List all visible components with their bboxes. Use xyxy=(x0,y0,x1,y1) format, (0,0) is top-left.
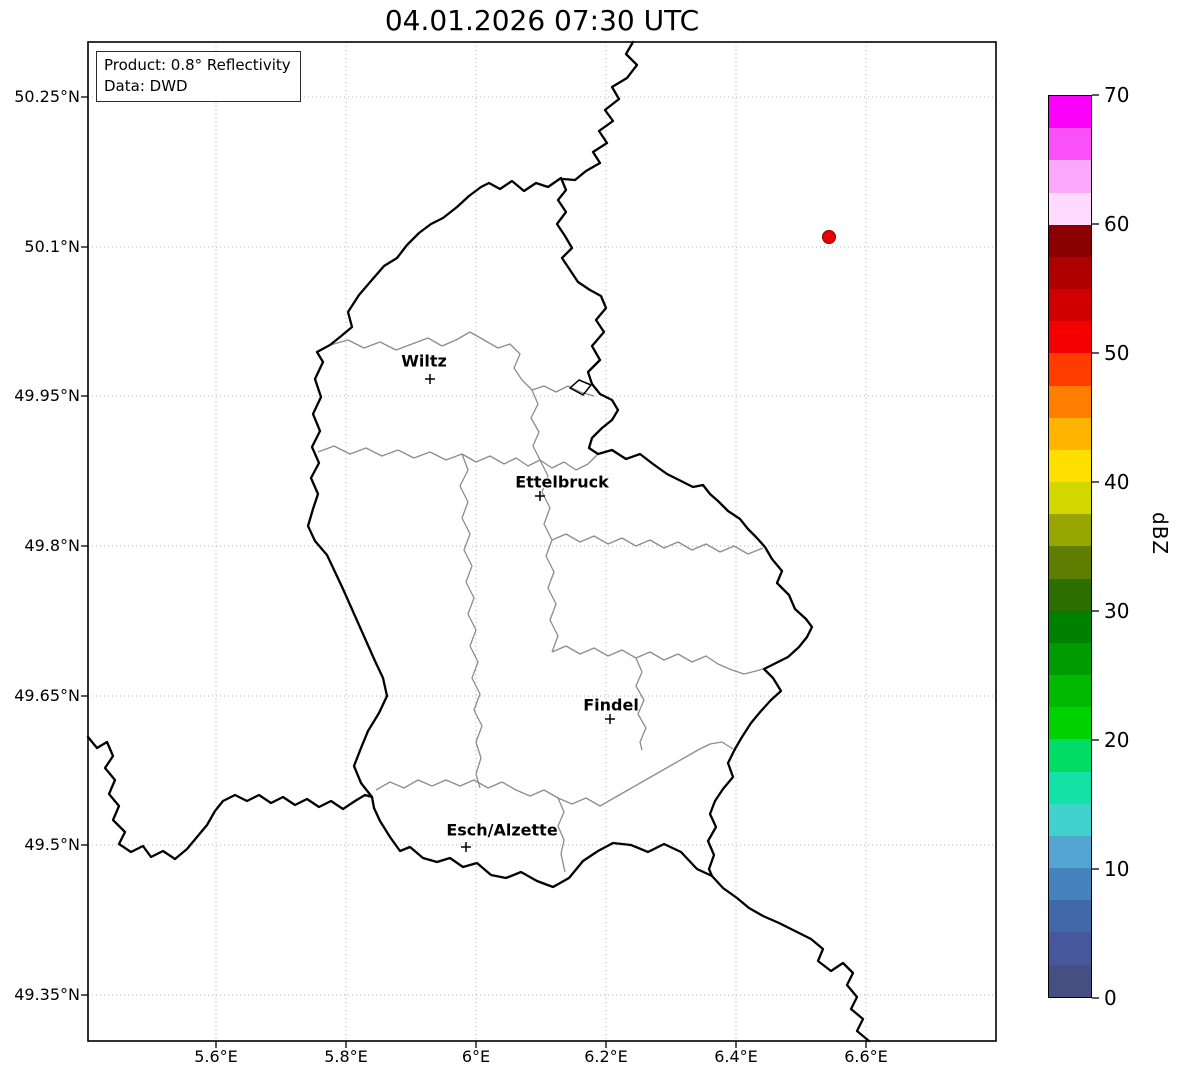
city-label-esch-alzette: Esch/Alzette xyxy=(446,820,558,840)
x-tick-label-5-8: 5.8°E xyxy=(324,1047,368,1066)
colorbar-band xyxy=(1049,256,1091,290)
colorbar-tick-20: 20 xyxy=(1104,728,1130,752)
colorbar-tick-30: 30 xyxy=(1104,599,1130,623)
colorbar-band xyxy=(1049,803,1091,836)
y-tick-label-49-35: 49.35°N xyxy=(14,985,80,1004)
x-tick-label-6: 6°E xyxy=(461,1047,491,1066)
colorbar-band xyxy=(1049,160,1091,193)
colorbar-unit-label: dBZ xyxy=(1148,512,1172,556)
belgium-france-border-path xyxy=(86,735,374,861)
city-markers xyxy=(425,374,615,852)
y-tick-label-49-65: 49.65°N xyxy=(14,686,80,705)
colorbar-band xyxy=(1049,932,1091,965)
colorbar-band xyxy=(1049,835,1091,869)
radar-detection-dot xyxy=(822,230,836,244)
y-tick-label-50-1: 50.1°N xyxy=(24,237,80,256)
graticule-gridlines xyxy=(88,42,996,1041)
luxembourg-border-path xyxy=(306,176,814,889)
colorbar-band xyxy=(1049,96,1091,129)
figure-title: 04.01.2026 07:30 UTC xyxy=(384,4,700,37)
city-label-findel: Findel xyxy=(583,695,639,715)
y-tick-label-49-5: 49.5°N xyxy=(24,835,80,854)
x-tick-label-6-6: 6.6°E xyxy=(844,1047,888,1066)
colorbar-band xyxy=(1049,642,1091,676)
esch-alzette-marker-icon xyxy=(461,842,471,852)
colorbar-tick-60: 60 xyxy=(1104,212,1130,236)
colorbar-band xyxy=(1049,321,1091,354)
y-tick-label-49-8: 49.8°N xyxy=(24,536,80,555)
colorbar-tick-marks xyxy=(1092,94,1099,999)
colorbar-band xyxy=(1049,385,1091,418)
colorbar-tick-40: 40 xyxy=(1104,470,1130,494)
colorbar-band xyxy=(1049,900,1091,933)
colorbar-band xyxy=(1049,675,1091,708)
colorbar-band xyxy=(1049,289,1091,322)
colorbar-tick-50: 50 xyxy=(1104,341,1130,365)
colorbar-band xyxy=(1049,546,1091,579)
wiltz-marker-icon xyxy=(425,374,435,384)
colorbar-band xyxy=(1049,128,1091,161)
product-info-box: Product: 0.8° Reflectivity Data: DWD xyxy=(96,51,301,102)
colorbar-band xyxy=(1049,224,1091,257)
city-label-wiltz: Wiltz xyxy=(401,351,447,371)
colorbar-band xyxy=(1049,353,1091,386)
reservoir-outline xyxy=(569,379,592,396)
colorbar-band xyxy=(1049,707,1091,740)
colorbar-band xyxy=(1049,868,1091,901)
x-tick-label-6-2: 6.2°E xyxy=(584,1047,628,1066)
product-info-line1: Product: 0.8° Reflectivity xyxy=(104,56,291,74)
belgium-germany-border-path xyxy=(561,40,639,182)
x-tick-label-5-6: 5.6°E xyxy=(194,1047,238,1066)
ettelbruck-marker-icon xyxy=(535,491,545,501)
colorbar-band xyxy=(1049,482,1091,515)
colorbar-band xyxy=(1049,578,1091,611)
plot-frame xyxy=(87,41,997,1042)
y-tick-label-50-25: 50.25°N xyxy=(14,87,80,106)
axis-tick-marks xyxy=(81,96,867,1048)
colorbar-band xyxy=(1049,449,1091,483)
colorbar-tick-70: 70 xyxy=(1104,83,1130,107)
x-tick-label-6-4: 6.4°E xyxy=(714,1047,758,1066)
y-tick-label-49-95: 49.95°N xyxy=(14,386,80,405)
colorbar-band xyxy=(1049,771,1091,804)
colorbar-band xyxy=(1049,417,1091,450)
colorbar-band xyxy=(1049,610,1091,643)
district-borders xyxy=(317,331,764,873)
colorbar-band xyxy=(1049,739,1091,772)
colorbar-gradient xyxy=(1048,95,1092,998)
product-info-line2: Data: DWD xyxy=(104,77,188,95)
city-label-ettelbruck: Ettelbruck xyxy=(515,472,609,492)
colorbar-tick-10: 10 xyxy=(1104,857,1130,881)
france-germany-border-path xyxy=(710,874,871,1043)
country-borders xyxy=(86,40,871,1043)
colorbar-band xyxy=(1049,514,1091,547)
colorbar-band xyxy=(1049,192,1091,225)
colorbar-band xyxy=(1049,964,1091,997)
colorbar-tick-0: 0 xyxy=(1104,986,1117,1010)
findel-marker-icon xyxy=(605,714,615,724)
